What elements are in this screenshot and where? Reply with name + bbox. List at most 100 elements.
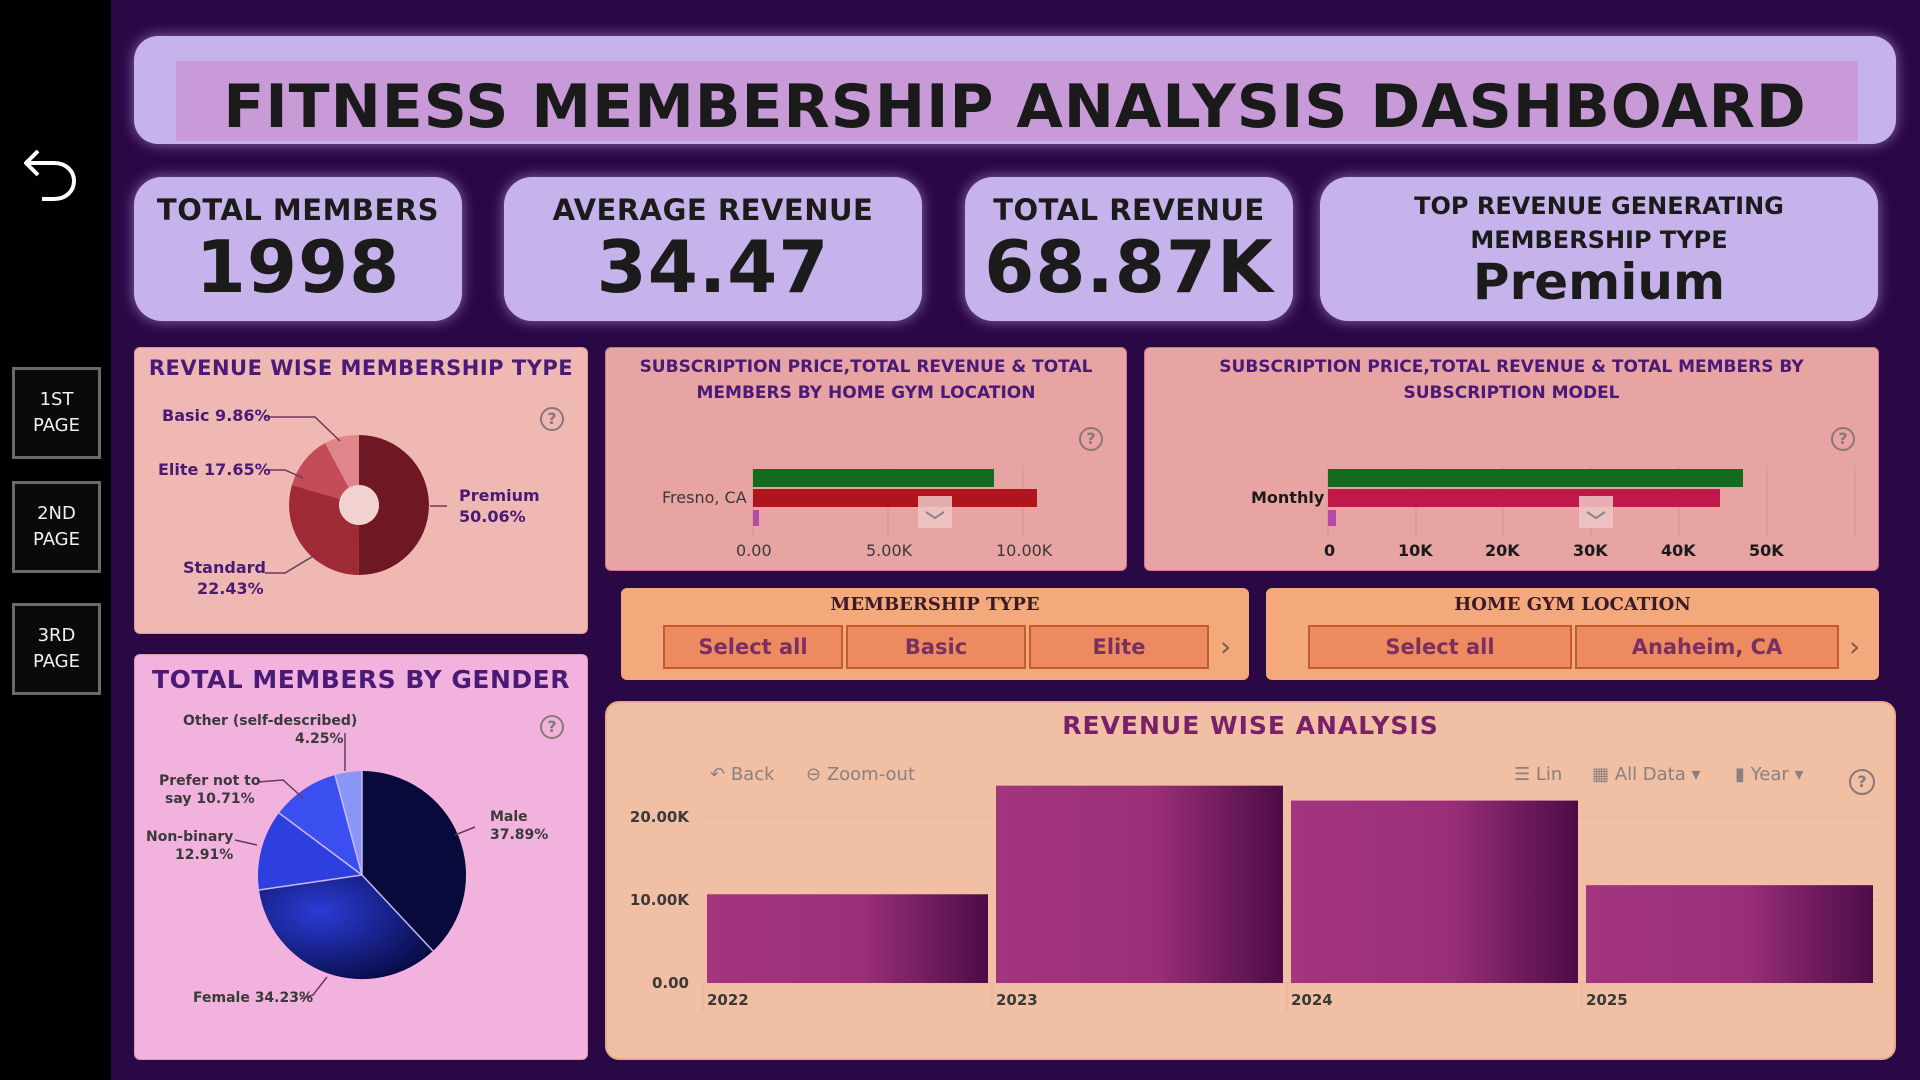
x-tick: 50K: [1749, 541, 1784, 560]
label-premium: Premium: [459, 486, 540, 505]
help-icon[interactable]: ?: [540, 715, 564, 739]
page-1-button[interactable]: 1ST PAGE: [12, 367, 101, 459]
location-bar-chart: [752, 466, 1037, 538]
label-prefer-not: Prefer not to: [159, 773, 261, 789]
donut-hole: [339, 485, 379, 525]
kpi-label: TOP REVENUE GENERATING MEMBERSHIP TYPE: [1320, 189, 1878, 257]
x-tick-label: 2023: [996, 991, 1038, 1009]
x-tick: 20K: [1485, 541, 1520, 560]
panel-title: TOTAL MEMBERS BY GENDER: [152, 665, 570, 694]
label-other: Other (self-described): [183, 713, 358, 729]
revenue-bar-2025: [1586, 885, 1873, 983]
slicer-option-anaheim[interactable]: Anaheim, CA: [1575, 625, 1839, 669]
revenue-bar-2022: [707, 894, 988, 983]
kpi-top-membership-type: TOP REVENUE GENERATING MEMBERSHIP TYPE P…: [1320, 177, 1878, 321]
slice-standard: [289, 485, 359, 575]
year-dropdown[interactable]: ▮ Year ▾: [1735, 764, 1804, 785]
calendar-icon: ▦: [1592, 764, 1610, 785]
panel-title: REVENUE WISE MEMBERSHIP TYPE: [148, 356, 574, 380]
kpi-total-revenue: TOTAL REVENUE 68.87K: [965, 177, 1293, 321]
slicer-option-select-all[interactable]: Select all: [1308, 625, 1572, 669]
page-2-button[interactable]: 2ND PAGE: [12, 481, 101, 573]
kpi-average-revenue: AVERAGE REVENUE 34.47: [504, 177, 922, 321]
zoom-out-button[interactable]: ⊖ Zoom-out: [806, 764, 915, 785]
revenue-analysis-panel: REVENUE WISE ANALYSIS ?: [605, 701, 1896, 1060]
kpi-label: TOTAL REVENUE: [993, 193, 1265, 227]
title-banner: [134, 36, 1896, 144]
category-label: Fresno, CA: [662, 488, 747, 507]
category-label: Monthly: [1251, 488, 1325, 507]
all-data-dropdown[interactable]: ▦ All Data ▾: [1592, 764, 1701, 785]
slice-nonbinary: [258, 813, 362, 890]
slice-premium: [358, 435, 429, 575]
kpi-value: Premium: [1472, 253, 1726, 311]
back-button[interactable]: ↶ Back: [710, 764, 775, 785]
undo-icon: ↶: [710, 764, 726, 785]
year-label: Year: [1750, 764, 1789, 785]
label-female: Female 34.23%: [193, 990, 314, 1006]
model-bar-chart: [1327, 466, 1856, 538]
kpi-label: AVERAGE REVENUE: [552, 193, 874, 227]
slice-basic: [325, 434, 359, 488]
chevron-right-icon[interactable]: ›: [1849, 630, 1861, 663]
page-3-button[interactable]: 3RD PAGE: [12, 603, 101, 695]
label-prefer-not-pct: say 10.71%: [165, 791, 255, 807]
help-icon[interactable]: ?: [1079, 427, 1103, 451]
membership-type-panel: REVENUE WISE MEMBERSHIP TYPE ? Basic 9.8…: [134, 347, 588, 634]
model-bars-panel: SUBSCRIPTION PRICE,TOTAL REVENUE & TOTAL…: [1144, 347, 1879, 571]
kpi-total-members: TOTAL MEMBERS 1998: [134, 177, 462, 321]
label-other-pct: 4.25%: [295, 731, 344, 747]
x-tick: 10K: [1398, 541, 1433, 560]
membership-type-slicer: MEMBERSHIP TYPE Select all Basic Elite ›: [621, 588, 1249, 680]
revenue-bar-chart: 20.00K 10.00K 0.00 2022 2023 2024 2025: [630, 785, 1881, 1011]
title-banner-highlight: [176, 61, 1858, 141]
bar-price: [1328, 510, 1336, 526]
slicer-option-basic[interactable]: Basic: [846, 625, 1026, 669]
panel-title-line: SUBSCRIPTION MODEL: [1403, 383, 1620, 403]
caret-down-icon: ▾: [1794, 764, 1804, 785]
bar-members-red: [1328, 489, 1720, 507]
label-standard: Standard: [183, 558, 266, 577]
x-tick-label: 2024: [1291, 991, 1333, 1009]
expand-tab: [918, 496, 952, 528]
label-elite: Elite 17.65%: [158, 460, 271, 479]
slicer-title: HOME GYM LOCATION: [1454, 594, 1691, 615]
bar-chart-icon: ▮: [1735, 764, 1745, 785]
revenue-bar-2023: [996, 785, 1283, 983]
help-icon[interactable]: ?: [1849, 769, 1875, 795]
x-tick: 5.00K: [866, 541, 913, 560]
slice-male: [362, 771, 467, 951]
panel-title: SUBSCRIPTION PRICE,TOTAL REVENUE & TOTAL…: [1145, 354, 1878, 406]
membership-donut-chart: [265, 416, 447, 575]
expand-tab: [1579, 496, 1613, 528]
linear-scale-button[interactable]: ☰ Lin: [1514, 764, 1562, 785]
revenue-bar-2024: [1291, 800, 1578, 983]
bar-price: [753, 510, 759, 526]
bar-revenue-green: [753, 469, 994, 487]
help-icon[interactable]: ?: [1831, 427, 1855, 451]
back-arrow-icon[interactable]: [22, 143, 78, 207]
panel-title: REVENUE WISE ANALYSIS: [1062, 711, 1439, 740]
x-tick: 0.00: [736, 541, 772, 560]
panel-title-line: SUBSCRIPTION PRICE,TOTAL REVENUE & TOTAL…: [1219, 357, 1804, 377]
label-basic: Basic 9.86%: [162, 406, 271, 425]
x-tick: 30K: [1573, 541, 1608, 560]
back-label: Back: [730, 764, 775, 785]
kpi-value: 1998: [195, 225, 401, 309]
y-tick-label: 0.00: [652, 974, 689, 992]
kpi-label-line: MEMBERSHIP TYPE: [1470, 226, 1728, 254]
x-tick-label: 2022: [707, 991, 749, 1009]
label-nonbinary: Non-binary: [146, 829, 234, 845]
chevron-right-icon[interactable]: ›: [1220, 630, 1232, 663]
home-gym-location-slicer: HOME GYM LOCATION Select all Anaheim, CA…: [1266, 588, 1879, 680]
kpi-value: 68.87K: [984, 225, 1274, 309]
panel-title: SUBSCRIPTION PRICE,TOTAL REVENUE & TOTAL…: [606, 354, 1126, 406]
help-icon[interactable]: ?: [540, 407, 564, 431]
bar-revenue-green: [1328, 469, 1743, 487]
slicer-option-select-all[interactable]: Select all: [663, 625, 843, 669]
dashboard-title: FITNESS MEMBERSHIP ANALYSIS DASHBOARD: [223, 72, 1807, 142]
x-tick: 0: [1324, 541, 1336, 560]
zoom-out-label: Zoom-out: [826, 764, 916, 785]
slicer-option-elite[interactable]: Elite: [1029, 625, 1209, 669]
caret-down-icon: ▾: [1691, 764, 1701, 785]
